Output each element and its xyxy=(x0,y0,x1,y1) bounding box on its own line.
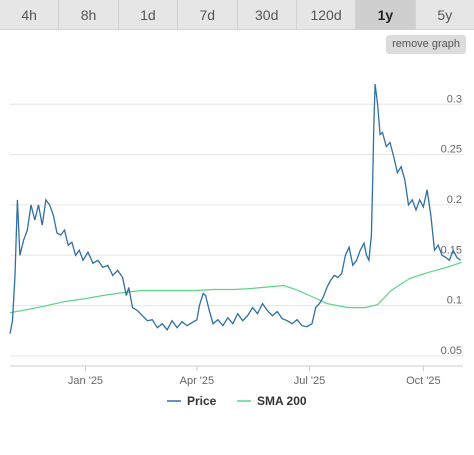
tab-7d[interactable]: 7d xyxy=(178,0,238,30)
series-line-sma-200 xyxy=(9,261,462,314)
tab-1d[interactable]: 1d xyxy=(118,0,179,30)
legend-item-sma-200[interactable]: SMA 200 xyxy=(237,394,307,408)
grid-lines xyxy=(10,103,463,357)
tab-4h[interactable]: 4h xyxy=(0,0,60,30)
y-tick-label: 0.05 xyxy=(441,345,462,357)
legend-label-price: Price xyxy=(187,394,217,408)
tab-8h[interactable]: 8h xyxy=(59,0,119,30)
legend-label-sma-200: SMA 200 xyxy=(257,394,307,408)
tab-1y[interactable]: 1y xyxy=(356,0,416,30)
y-tick-label: 0.25 xyxy=(441,144,462,156)
x-tick-label: Apr '25 xyxy=(180,375,215,387)
y-tick-label: 0.15 xyxy=(441,244,462,256)
series-line-price xyxy=(9,84,461,334)
y-axis: 0.05 0.1 0.15 0.2 0.25 0.3 xyxy=(441,93,462,357)
price-chart: 0.05 0.1 0.15 0.2 0.25 0.3 Jan '25 Apr '25 Jul … xyxy=(9,84,463,408)
timeframe-tabs: 4h 8h 1d 7d 30d 120d 1y 5y xyxy=(0,0,474,30)
x-tick-label: Oct '25 xyxy=(406,375,441,387)
y-tick-label: 0.2 xyxy=(447,194,462,206)
tab-120d[interactable]: 120d xyxy=(296,0,357,30)
x-axis: Jan '25 Apr '25 Jul '25 Oct '25 xyxy=(10,365,463,387)
remove-graph-button[interactable]: remove graph xyxy=(386,35,466,54)
x-tick-label: Jan '25 xyxy=(68,375,103,387)
tab-30d[interactable]: 30d xyxy=(237,0,297,30)
legend-item-price[interactable]: Price xyxy=(167,394,217,408)
tab-5y[interactable]: 5y xyxy=(415,0,474,30)
legend: Price SMA 200 xyxy=(167,394,307,408)
y-tick-label: 0.1 xyxy=(447,295,462,307)
y-tick-label: 0.3 xyxy=(447,93,462,105)
x-tick-label: Jul '25 xyxy=(294,375,325,387)
